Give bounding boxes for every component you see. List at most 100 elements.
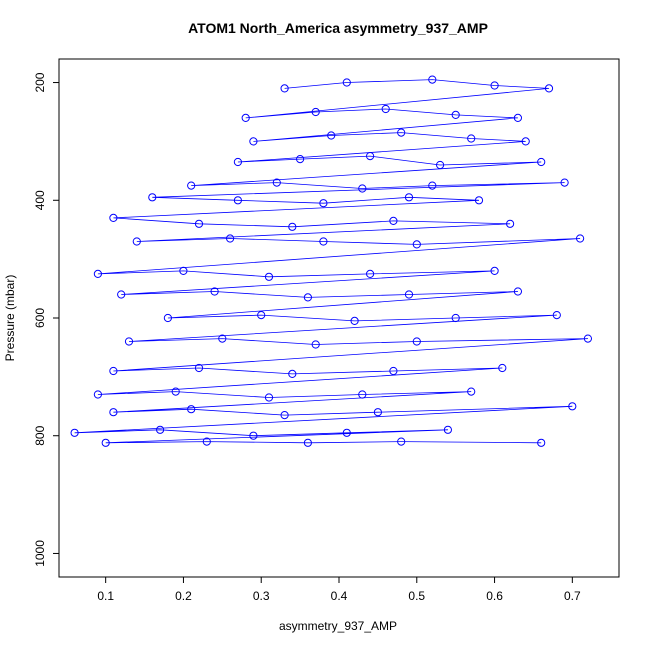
x-tick-label: 0.3 <box>253 589 270 603</box>
x-tick-label: 0.4 <box>331 589 348 603</box>
data-point <box>397 437 406 446</box>
data-point <box>194 363 204 373</box>
chart-title: ATOM1 North_America asymmetry_937_AMP <box>188 20 488 36</box>
y-axis-label: Pressure (mbar) <box>3 275 17 362</box>
data-point <box>552 311 561 320</box>
data-point <box>537 438 546 447</box>
data-point <box>358 184 367 193</box>
x-tick-label: 0.5 <box>408 589 425 603</box>
data-point <box>327 131 336 140</box>
data-point <box>171 387 180 396</box>
data-point <box>109 408 118 417</box>
data-point <box>109 366 118 376</box>
data-point <box>412 337 421 346</box>
x-tick-label: 0.2 <box>175 589 192 603</box>
data-point <box>443 425 452 434</box>
data-point <box>404 290 414 299</box>
data-point <box>218 334 227 343</box>
x-tick-label: 0.6 <box>486 589 503 603</box>
data-point <box>93 269 103 278</box>
data-point <box>280 84 289 93</box>
data-point <box>389 216 398 225</box>
data-point <box>506 219 515 228</box>
data-point <box>537 157 546 167</box>
data-point <box>156 425 165 434</box>
y-tick-label: 600 <box>33 308 47 328</box>
series-line <box>74 79 588 444</box>
data-point <box>264 393 274 402</box>
data-point <box>109 213 118 222</box>
data-point <box>187 181 196 190</box>
data-point <box>560 178 569 187</box>
data-point <box>117 290 126 299</box>
data-point <box>303 438 312 447</box>
data-point <box>148 193 157 202</box>
data-point <box>436 160 445 170</box>
data-point <box>124 337 134 346</box>
data-point <box>272 178 281 187</box>
data-point <box>544 84 554 93</box>
data-point <box>498 363 507 373</box>
data-point <box>241 113 250 123</box>
data-point <box>404 193 414 202</box>
data-point <box>397 128 406 137</box>
data-point <box>381 104 390 114</box>
data-point <box>451 110 460 120</box>
data-point <box>467 387 476 396</box>
data-point <box>576 234 585 243</box>
data-point <box>288 369 297 378</box>
y-tick-label: 400 <box>33 190 47 210</box>
data-point <box>210 287 219 296</box>
axis-layer: 0.1 0.2 0.3 0.4 0.5 0.6 0.7 200 400 600 800 1000 <box>33 72 581 603</box>
data-point <box>521 137 530 146</box>
data-point <box>389 366 398 376</box>
plot-frame <box>58 58 620 578</box>
data-point <box>202 437 211 446</box>
data-point <box>474 196 484 205</box>
y-tick-label: 800 <box>33 425 47 445</box>
data-point <box>490 266 499 275</box>
data-layer <box>70 75 593 447</box>
data-point <box>513 113 523 123</box>
data-point <box>319 199 328 208</box>
data-point <box>280 411 289 420</box>
data-point <box>311 107 320 117</box>
data-point <box>187 405 196 414</box>
y-tick-label: 200 <box>33 72 47 92</box>
data-point <box>366 152 375 161</box>
data-point <box>342 78 351 87</box>
data-point <box>451 313 460 323</box>
data-point <box>428 75 437 84</box>
data-point <box>233 157 242 167</box>
data-point <box>303 293 312 302</box>
data-point <box>490 81 499 90</box>
x-tick-label: 0.1 <box>97 589 114 603</box>
data-point <box>296 155 305 164</box>
y-tick-label: 1000 <box>33 540 47 567</box>
data-point <box>288 222 297 231</box>
data-point <box>373 408 382 417</box>
data-point <box>93 390 103 399</box>
data-point <box>233 196 242 205</box>
data-point <box>194 219 204 228</box>
data-point <box>350 316 359 325</box>
data-point <box>342 428 351 437</box>
data-point <box>568 402 577 411</box>
data-point <box>513 287 523 296</box>
data-point <box>179 266 188 275</box>
data-point <box>583 334 593 343</box>
data-point <box>226 234 235 243</box>
data-point <box>163 313 172 323</box>
data-point <box>319 237 328 246</box>
data-point <box>70 428 79 437</box>
x-axis-label: asymmetry_937_AMP <box>279 619 397 633</box>
data-point <box>132 237 141 246</box>
data-point <box>249 431 258 440</box>
data-point <box>249 137 258 146</box>
data-point <box>366 269 375 278</box>
data-point <box>428 181 437 190</box>
data-point <box>358 390 367 399</box>
data-point <box>311 340 320 349</box>
data-point <box>412 240 421 249</box>
